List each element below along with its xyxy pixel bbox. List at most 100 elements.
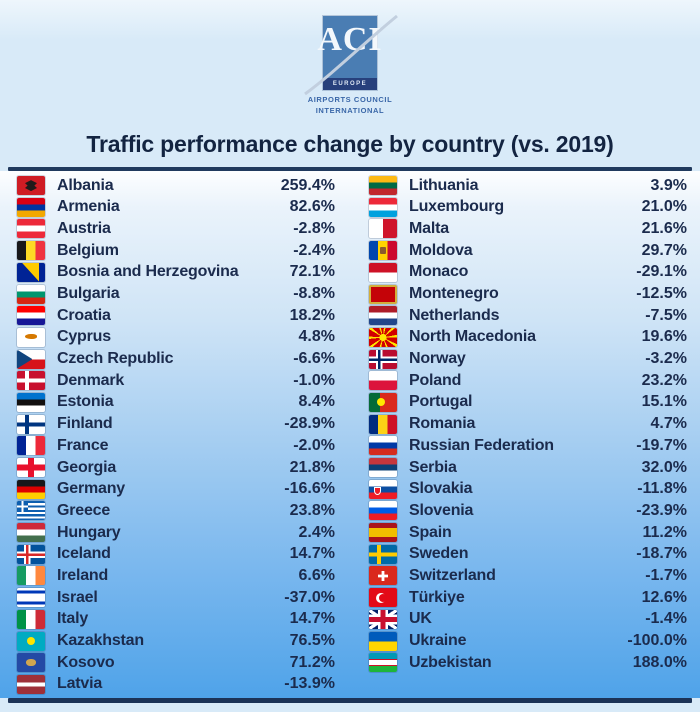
country-value: 19.6% <box>641 328 687 346</box>
country-row: Kosovo 71.2% <box>17 652 335 674</box>
country-value: -18.7% <box>636 545 687 563</box>
ukraine-flag-icon <box>369 631 397 651</box>
country-name: Hungary <box>57 523 121 541</box>
country-name: Poland <box>409 371 462 389</box>
sweden-flag-icon <box>369 544 397 564</box>
luxembourg-flag-icon <box>369 197 397 217</box>
slovakia-flag-icon <box>369 479 397 499</box>
country-value: -1.4% <box>645 610 687 628</box>
kazakhstan-flag-icon <box>17 631 45 651</box>
germany-flag-icon <box>17 479 45 499</box>
country-row: Monaco -29.1% <box>369 262 687 284</box>
country-column-left: Albania 259.4% Armenia 82.6% Austria -2.… <box>17 175 335 696</box>
monaco-flag-icon <box>369 262 397 282</box>
kosovo-flag-icon <box>17 653 45 673</box>
country-row: Latvia -13.9% <box>17 674 335 696</box>
country-name: Luxembourg <box>409 198 504 216</box>
country-name: Switzerland <box>409 566 496 584</box>
country-value: 2.4% <box>298 523 335 541</box>
country-name: France <box>57 436 109 454</box>
country-row: Albania 259.4% <box>17 175 335 197</box>
country-name: Romania <box>409 415 476 433</box>
country-row: Czech Republic -6.6% <box>17 348 335 370</box>
denmark-flag-icon <box>17 371 45 391</box>
country-value: 21.8% <box>289 458 335 476</box>
country-row: Finland -28.9% <box>17 413 335 435</box>
country-name: Bulgaria <box>57 285 120 303</box>
country-value: -37.0% <box>284 588 335 606</box>
country-row: Germany -16.6% <box>17 478 335 500</box>
country-value: 259.4% <box>280 176 335 194</box>
bottom-margin <box>0 703 700 712</box>
country-name: Austria <box>57 219 111 237</box>
country-name: Montenegro <box>409 285 499 303</box>
country-row: Romania 4.7% <box>369 413 687 435</box>
country-name: Germany <box>57 480 125 498</box>
country-row: Serbia 32.0% <box>369 457 687 479</box>
country-value: 8.4% <box>298 393 335 411</box>
country-row: Greece 23.8% <box>17 500 335 522</box>
country-name: Portugal <box>409 393 473 411</box>
country-row: France -2.0% <box>17 435 335 457</box>
country-value: 82.6% <box>289 198 335 216</box>
malta-flag-icon <box>369 219 397 239</box>
country-value: 76.5% <box>289 632 335 650</box>
north-macedonia-flag-icon <box>369 327 397 347</box>
israel-flag-icon <box>17 588 45 608</box>
country-value: -1.7% <box>645 566 687 584</box>
montenegro-flag-icon <box>369 284 397 304</box>
country-value: 72.1% <box>289 263 335 281</box>
austria-flag-icon <box>17 219 45 239</box>
estonia-flag-icon <box>17 392 45 412</box>
czech-republic-flag-icon <box>17 349 45 369</box>
country-row: Kazakhstan 76.5% <box>17 630 335 652</box>
title-divider <box>8 166 692 171</box>
country-value: 12.6% <box>641 588 687 606</box>
country-value: 188.0% <box>632 653 687 671</box>
country-row: Switzerland -1.7% <box>369 565 687 587</box>
country-row: Malta 21.6% <box>369 218 687 240</box>
country-value: -2.8% <box>293 219 335 237</box>
country-name: Denmark <box>57 371 125 389</box>
cyprus-flag-icon <box>17 327 45 347</box>
country-row: Russian Federation -19.7% <box>369 435 687 457</box>
turkiye-flag-icon <box>369 588 397 608</box>
country-name: Kazakhstan <box>57 632 144 650</box>
russian-federation-flag-icon <box>369 436 397 456</box>
logo-org-name: AIRPORTS COUNCIL INTERNATIONAL <box>308 95 393 117</box>
bulgaria-flag-icon <box>17 284 45 304</box>
country-value: -8.8% <box>293 285 335 303</box>
country-row: Poland 23.2% <box>369 370 687 392</box>
country-value: 21.0% <box>641 198 687 216</box>
latvia-flag-icon <box>17 674 45 694</box>
country-row: Slovenia -23.9% <box>369 500 687 522</box>
croatia-flag-icon <box>17 306 45 326</box>
country-name: UK <box>409 610 432 628</box>
country-value: -28.9% <box>284 415 335 433</box>
country-name: Norway <box>409 350 466 368</box>
country-name: Belgium <box>57 241 119 259</box>
logo-org-line2: INTERNATIONAL <box>315 105 385 115</box>
italy-flag-icon <box>17 609 45 629</box>
country-row: Ukraine -100.0% <box>369 630 687 652</box>
poland-flag-icon <box>369 371 397 391</box>
country-row: Ireland 6.6% <box>17 565 335 587</box>
country-value: -11.8% <box>637 480 687 498</box>
traffic-table: Albania 259.4% Armenia 82.6% Austria -2.… <box>0 170 700 698</box>
country-value: 18.2% <box>289 306 335 324</box>
country-row: Bosnia and Herzegovina 72.1% <box>17 262 335 284</box>
country-row: Estonia 8.4% <box>17 392 335 414</box>
country-value: -100.0% <box>627 632 687 650</box>
ireland-flag-icon <box>17 566 45 586</box>
country-row: Netherlands -7.5% <box>369 305 687 327</box>
country-name: Türkiye <box>409 588 465 606</box>
header: ACI EUROPE AIRPORTS COUNCIL INTERNATIONA… <box>0 0 700 117</box>
country-value: -23.9% <box>636 501 687 519</box>
country-name: Iceland <box>57 545 111 563</box>
page-title: Traffic performance change by country (v… <box>86 130 614 157</box>
norway-flag-icon <box>369 349 397 369</box>
country-row: Denmark -1.0% <box>17 370 335 392</box>
country-row: North Macedonia 19.6% <box>369 327 687 349</box>
belgium-flag-icon <box>17 241 45 261</box>
country-name: Spain <box>409 523 452 541</box>
